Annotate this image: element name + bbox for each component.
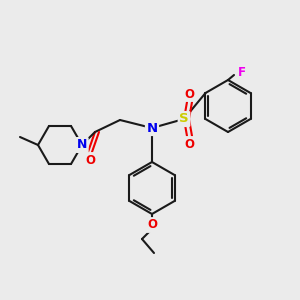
Text: N: N [146,122,158,134]
Text: N: N [77,139,87,152]
Text: O: O [85,154,95,166]
Text: F: F [238,65,246,79]
Text: O: O [147,218,157,232]
Text: O: O [184,137,194,151]
Text: S: S [179,112,189,125]
Text: O: O [184,88,194,100]
